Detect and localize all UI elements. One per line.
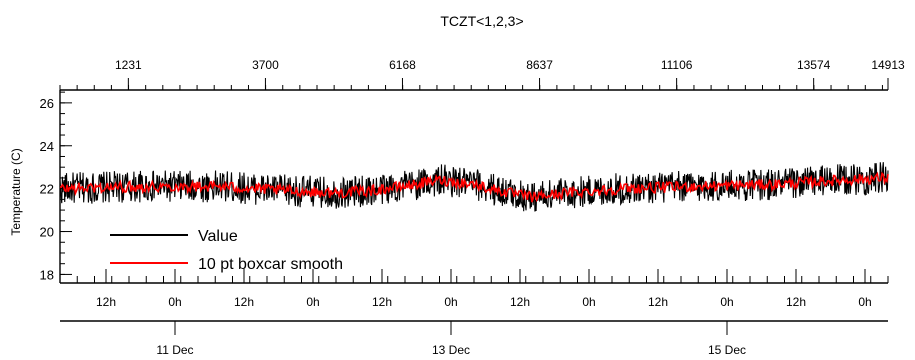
series-smooth-line	[59, 171, 889, 203]
chart-title: TCZT<1,2,3>	[440, 13, 523, 29]
y-axis-label: Temperature (C)	[9, 148, 23, 235]
time-tick-label: 12h	[510, 295, 530, 309]
top-tick-label: 3700	[252, 58, 279, 72]
legend-label-value: Value	[198, 228, 238, 245]
time-tick-label: 12h	[648, 295, 668, 309]
time-tick-label: 0h	[720, 295, 733, 309]
y-tick-label: 20	[40, 225, 54, 240]
time-tick-label: 0h	[858, 295, 871, 309]
y-tick-label: 18	[40, 267, 54, 282]
y-tick-label: 24	[40, 139, 54, 154]
plot-series	[59, 162, 889, 212]
date-tick-label: 13 Dec	[432, 343, 470, 357]
date-tick-label: 11 Dec	[156, 343, 193, 357]
legend-label-smooth: 10 pt boxcar smooth	[198, 256, 343, 273]
legend: Value 10 pt boxcar smooth	[110, 228, 343, 273]
top-index-axis: 1231 3700 6168 8637 11106 13574 14913	[59, 58, 905, 91]
time-tick-label: 0h	[444, 295, 457, 309]
time-tick-label: 12h	[234, 295, 254, 309]
top-tick-label: 8637	[526, 58, 553, 72]
y-tick-label: 26	[40, 96, 54, 111]
top-tick-label: 6168	[389, 58, 416, 72]
top-tick-label: 11106	[661, 58, 693, 72]
top-tick-label: 14913	[871, 58, 905, 72]
time-tick-label: 12h	[372, 295, 392, 309]
time-tick-label: 0h	[168, 295, 181, 309]
top-tick-label: 1231	[115, 58, 142, 72]
time-tick-label: 12h	[96, 295, 116, 309]
time-axis: 12h 0h 12h 0h 12h 0h 12h 0h 12h 0h 12h 0h	[59, 269, 889, 309]
top-tick-label: 13574	[797, 58, 831, 72]
time-tick-label: 12h	[786, 295, 806, 309]
time-tick-label: 0h	[582, 295, 595, 309]
date-tick-label: 15 Dec	[708, 343, 746, 357]
time-tick-label: 0h	[306, 295, 319, 309]
date-axis: 11 Dec 13 Dec 15 Dec	[60, 320, 888, 357]
y-tick-label: 22	[40, 182, 54, 197]
